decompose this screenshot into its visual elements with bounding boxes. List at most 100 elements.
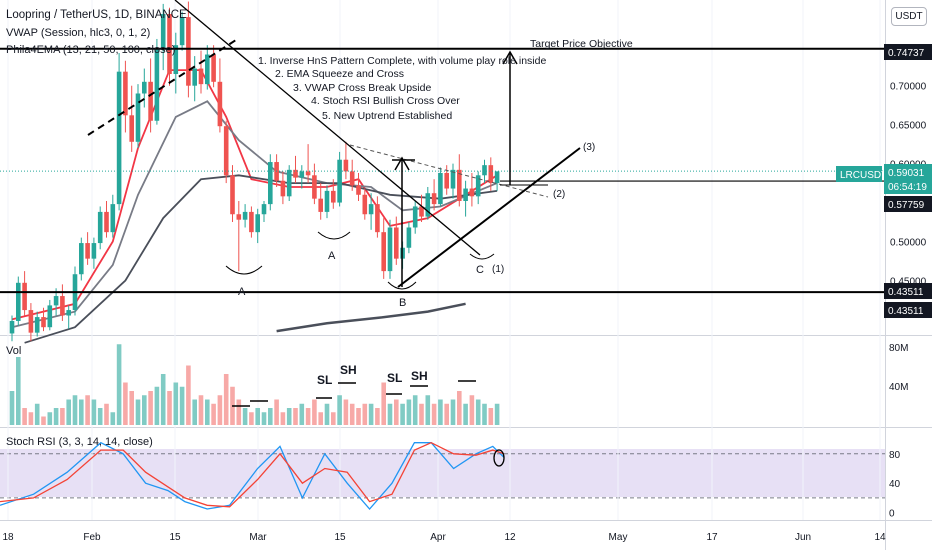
candle-body: [129, 115, 134, 142]
volume-bar: [337, 395, 342, 425]
resistance-price-label: 0.57759: [888, 200, 925, 211]
candle-body: [135, 93, 141, 142]
volume-bar: [249, 412, 254, 425]
price-tick-label: 0.65000: [890, 121, 927, 132]
candle-body: [205, 54, 210, 85]
volume-tick-label: 80M: [889, 343, 908, 354]
target-price-label: 0.74737: [888, 48, 925, 59]
candle-body: [419, 206, 424, 217]
candle-body: [97, 211, 103, 244]
candle-body: [368, 204, 374, 215]
volume-marks: [232, 380, 476, 407]
volume-bar: [104, 403, 109, 425]
volume-bar: [154, 386, 160, 425]
candle-body: [104, 211, 109, 233]
ema-50-line: [24, 174, 498, 344]
time-tick-label: 15: [169, 532, 181, 543]
candle-body: [255, 214, 260, 233]
time-tick-label: 18: [2, 532, 14, 543]
note-3: 3. VWAP Cross Break Upside: [293, 82, 431, 94]
candle-body: [47, 305, 53, 328]
symbol-title[interactable]: Loopring / TetherUS, 1D, BINANCE: [6, 9, 187, 21]
point-b: B: [399, 297, 406, 309]
volume-bar: [34, 403, 40, 425]
candle-body: [261, 204, 267, 215]
candle-body: [488, 165, 494, 184]
candle-body: [286, 169, 292, 197]
volume-bar: [362, 403, 368, 425]
volume-bar: [28, 412, 34, 425]
stoch-legend[interactable]: Stoch RSI (3, 3, 14, 14, close): [6, 436, 153, 448]
volume-tick-label: 40M: [889, 382, 908, 393]
volume-bar: [179, 386, 185, 425]
point-1: (1): [492, 264, 504, 275]
volume-bar: [381, 382, 386, 425]
time-tick-label: 17: [706, 532, 718, 543]
volume-bar: [173, 382, 179, 425]
volume-bar: [97, 408, 103, 425]
volume-bar: [268, 408, 273, 425]
volume-bar: [66, 399, 71, 425]
volume-bar: [160, 374, 166, 425]
volume-bar: [305, 408, 311, 425]
volume-bar: [286, 408, 292, 425]
vwap-legend[interactable]: VWAP (Session, hlc3, 0, 1, 2): [6, 27, 151, 39]
candle-body: [375, 204, 380, 233]
volume-bar: [85, 395, 90, 425]
time-tick-label: Mar: [249, 532, 267, 543]
stoch-tick-label: 40: [889, 479, 901, 490]
candle-body: [324, 190, 330, 212]
price-tick-label: 0.45000: [890, 276, 927, 287]
point-c: C: [476, 264, 484, 276]
stoch-d-line: [0, 441, 505, 508]
volume-bar: [494, 403, 500, 425]
note-5: 5. New Uptrend Established: [322, 110, 452, 122]
volume-bar: [223, 374, 229, 425]
ascending-trendline: [397, 147, 581, 288]
descending-trendline: [174, 0, 481, 256]
volume-bar: [110, 412, 116, 425]
candle-body: [173, 45, 179, 75]
volume-bar: [9, 391, 15, 425]
time-tick-label: 15: [334, 532, 346, 543]
volume-bar: [142, 395, 147, 425]
countdown-label: 06:54:19: [888, 182, 927, 193]
candle-body: [211, 54, 216, 82]
time-tick-label: 12: [504, 532, 516, 543]
measure-arrowhead: [394, 156, 410, 171]
candle-body: [494, 171, 500, 184]
volume-bar: [192, 399, 197, 425]
candle-body: [406, 227, 412, 248]
candle-body: [450, 169, 456, 189]
volume-bar: [22, 408, 27, 425]
candle-body: [349, 171, 355, 186]
volume-legend[interactable]: Vol: [6, 345, 22, 357]
candle-body: [337, 159, 342, 203]
candle-body: [475, 175, 481, 197]
candle-body: [412, 206, 418, 228]
candle-body: [362, 194, 368, 215]
candle-body: [142, 81, 147, 94]
volume-bar: [368, 403, 374, 425]
volume-bar: [211, 403, 216, 425]
volume-bar: [450, 399, 456, 425]
candle-body: [60, 296, 65, 316]
volume-bar: [425, 395, 431, 425]
volume-bar: [186, 365, 191, 425]
symbol-tag: LRCUSDT: [840, 170, 887, 181]
volume-bar: [60, 408, 65, 425]
ema-legend[interactable]: Phila4EMA (13, 21, 50, 100, close): [6, 44, 176, 56]
volume-bar: [242, 408, 248, 425]
target-label: Target Price Objective: [530, 38, 633, 50]
candle-body: [160, 14, 166, 49]
candle-body: [394, 227, 399, 259]
currency-button[interactable]: USDT: [891, 7, 927, 26]
candle-body: [167, 14, 172, 75]
candle-body: [457, 169, 462, 201]
candle-body: [154, 48, 160, 121]
candle-body: [444, 172, 449, 189]
vol-sh-2: SH: [411, 369, 428, 383]
volume-bar: [488, 408, 494, 425]
volume-bar: [135, 399, 141, 425]
